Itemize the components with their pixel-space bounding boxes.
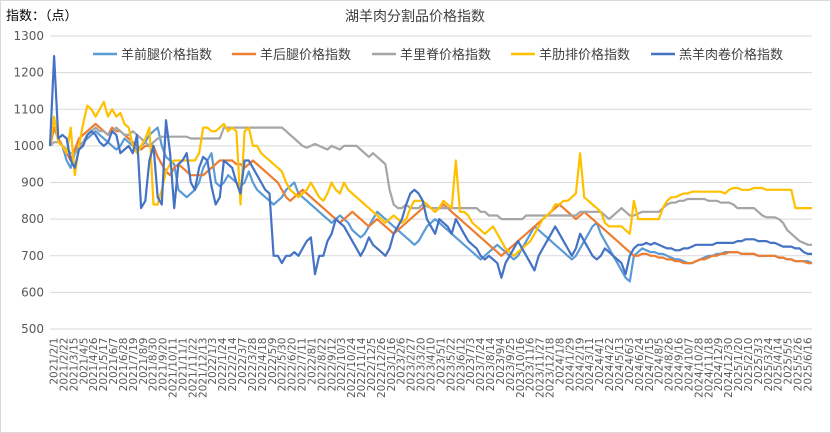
x-tick-label: 2021/5/17 <box>98 338 110 392</box>
y-tick-label: 1300 <box>13 29 44 43</box>
y-tick-label: 1100 <box>13 102 44 116</box>
y-tick-label: 1200 <box>13 66 44 80</box>
x-tick-label: 2023/2/27 <box>406 338 418 392</box>
legend-label-0: 羊前腿价格指数 <box>121 47 212 63</box>
x-tick-label: 2022/9/12 <box>326 338 338 392</box>
x-tick-label: 2023/11/27 <box>535 338 547 399</box>
x-tick-label: 2021/8/9 <box>138 338 150 385</box>
x-tick-label: 2024/4/1 <box>594 338 606 385</box>
x-tick-label: 2024/8/26 <box>664 337 676 391</box>
x-tick-label: 2024/6/24 <box>634 337 646 391</box>
x-tick-label: 2022/3/28 <box>247 338 259 392</box>
y-tick-label: 800 <box>21 212 44 226</box>
x-tick-label: 2022/7/11 <box>297 338 309 392</box>
x-tick-label: 2024/9/16 <box>674 337 686 391</box>
x-tick-label: 2024/4/22 <box>604 338 616 392</box>
x-tick-label: 2022/5/9 <box>267 338 279 385</box>
x-tick-label: 2024/8/5 <box>654 338 666 385</box>
x-tick-label: 2022/3/7 <box>237 338 249 385</box>
series-line-4 <box>48 55 812 279</box>
x-tick-label: 2025/6/16 <box>803 337 815 391</box>
x-tick-label: 2022/5/30 <box>277 338 289 392</box>
x-tick-label: 2024/12/9 <box>713 338 725 392</box>
x-tick-label: 2025/3/24 <box>763 337 775 391</box>
x-tick-label: 2022/12/26 <box>376 337 388 398</box>
x-tick-label: 2024/12/30 <box>723 338 735 399</box>
y-tick-label: 500 <box>21 322 44 336</box>
x-tick-label: 2022/10/3 <box>336 338 348 392</box>
x-tick-label: 2021/3/15 <box>68 338 80 392</box>
legend-label-1: 羊后腿价格指数 <box>260 47 351 63</box>
x-tick-label: 2025/4/14 <box>773 337 785 391</box>
x-tick-label: 2021/8/30 <box>148 338 160 392</box>
x-tick-label: 2022/10/24 <box>346 337 358 398</box>
x-tick-label: 2024/1/8 <box>554 338 566 385</box>
x-tick-label: 2021/4/5 <box>78 338 90 385</box>
y-unit-label: 指数：（点） <box>6 9 78 24</box>
x-tick-label: 2025/1/20 <box>733 338 745 392</box>
x-tick-label: 2023/11/6 <box>525 337 537 391</box>
x-tick-label: 2022/11/14 <box>356 337 368 398</box>
x-tick-label: 2023/1/16 <box>386 337 398 391</box>
x-tick-label: 2024/7/15 <box>644 338 656 392</box>
series-line-3 <box>48 100 812 257</box>
x-tick-label: 2023/9/25 <box>505 338 517 392</box>
x-tick-label: 2021/11/1 <box>177 338 189 392</box>
x-tick-label: 2023/3/20 <box>416 338 428 392</box>
x-tick-label: 2021/12/13 <box>197 338 209 399</box>
chart-title: 湖羊肉分割品价格指数 <box>345 8 485 25</box>
legend-label-3: 羊肋排价格指数 <box>539 47 630 63</box>
x-tick-label: 2023/10/16 <box>515 337 527 398</box>
x-tick-label: 2024/6/3 <box>624 338 636 385</box>
x-tick-label: 2022/8/1 <box>306 338 318 385</box>
x-tick-label: 2022/1/3 <box>207 338 219 385</box>
y-tick-label: 600 <box>21 285 44 299</box>
x-tick-label: 2024/2/19 <box>574 338 586 392</box>
y-tick-label: 700 <box>21 249 44 263</box>
legend-label-2: 羊里脊价格指数 <box>400 47 491 63</box>
x-tick-label: 2025/3/3 <box>753 338 765 385</box>
x-tick-label: 2021/2/1 <box>49 338 61 385</box>
x-tick-label: 2022/4/18 <box>257 338 269 392</box>
x-tick-label: 2021/10/11 <box>168 338 180 399</box>
x-tick-label: 2022/8/22 <box>316 338 328 392</box>
x-tick-label: 2024/5/13 <box>614 338 626 392</box>
x-tick-label: 2023/9/4 <box>495 337 507 384</box>
x-tick-label: 2023/5/1 <box>435 338 447 385</box>
legend-label-4: 羔羊肉卷价格指数 <box>679 47 783 63</box>
x-tick-label: 2024/11/18 <box>703 338 715 399</box>
x-tick-label: 2024/10/28 <box>693 338 705 399</box>
x-tick-label: 2021/11/22 <box>187 338 199 399</box>
x-tick-label: 2025/5/26 <box>793 337 805 391</box>
x-tick-label: 2022/12/5 <box>366 338 378 392</box>
x-tick-label: 2021/9/20 <box>158 338 170 392</box>
x-tick-label: 2023/8/14 <box>485 337 497 391</box>
x-tick-label: 2021/6/28 <box>118 338 130 392</box>
x-tick-label: 2023/4/10 <box>426 338 438 392</box>
x-tick-label: 2023/12/18 <box>545 338 557 399</box>
x-tick-label: 2021/7/19 <box>128 338 140 392</box>
x-tick-label: 2024/3/11 <box>584 338 596 392</box>
x-tick-label: 2023/5/22 <box>445 338 457 392</box>
x-tick-label: 2022/1/24 <box>217 337 229 391</box>
x-tick-label: 2022/6/20 <box>287 338 299 392</box>
y-tick-label: 900 <box>21 176 44 190</box>
x-tick-label: 2021/4/26 <box>88 337 100 391</box>
x-tick-label: 2022/2/14 <box>227 337 239 391</box>
x-tick-label: 2025/5/5 <box>783 338 795 385</box>
x-tick-label: 2024/10/7 <box>683 338 695 392</box>
x-tick-label: 2021/2/22 <box>58 338 70 392</box>
x-tick-label: 2024/1/29 <box>564 338 576 392</box>
y-tick-label: 1000 <box>13 139 44 153</box>
x-tick-label: 2023/2/6 <box>396 337 408 384</box>
x-tick-label: 2025/2/10 <box>743 338 755 392</box>
x-tick-label: 2023/6/12 <box>455 338 467 392</box>
x-tick-label: 2023/7/3 <box>465 338 477 385</box>
x-tick-label: 2023/7/24 <box>475 337 487 391</box>
x-tick-label: 2021/6/7 <box>108 338 120 385</box>
